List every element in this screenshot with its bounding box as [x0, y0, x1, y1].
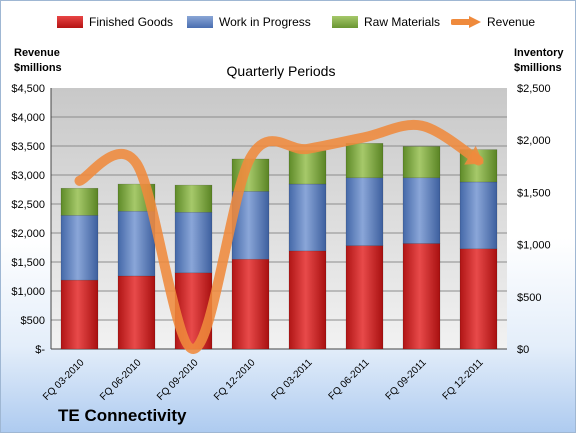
x-tick-label: FQ 12-2011: [441, 357, 486, 402]
left-tick-label: $1,000: [11, 286, 45, 298]
left-tick-label: $2,000: [11, 228, 45, 240]
right-tick-label: $500: [517, 292, 541, 304]
x-tick-label: FQ 12-2010: [212, 357, 258, 403]
legend-swatch-raw-materials: [332, 16, 358, 28]
bar-work-in-progress: [345, 177, 384, 246]
x-tick-label: FQ 09-2010: [155, 357, 201, 403]
x-tick-label: FQ 09-2011: [384, 357, 429, 402]
x-tick-label: FQ 03-2011: [270, 357, 315, 402]
right-tick-label: $0: [517, 344, 529, 356]
left-tick-label: $3,500: [11, 141, 45, 153]
bar-finished-goods: [288, 250, 327, 350]
right-axis-title-line-1: Inventory: [514, 47, 564, 59]
bar-raw-materials: [60, 187, 99, 216]
legend-swatch-revenue: [451, 16, 481, 28]
left-axis-title: Revenue $millions: [14, 46, 62, 76]
legend-label-work-in-progress: Work in Progress: [219, 15, 311, 29]
bar-finished-goods: [60, 279, 99, 350]
bar-work-in-progress: [459, 181, 498, 250]
bar-work-in-progress: [60, 215, 99, 281]
left-axis-title-line-1: Revenue: [14, 47, 60, 59]
bar-work-in-progress: [174, 211, 213, 274]
company-name: TE Connectivity: [58, 406, 187, 425]
bar-raw-materials: [174, 184, 213, 213]
legend-swatch-work-in-progress: [187, 16, 213, 28]
bar-finished-goods: [117, 275, 156, 350]
legend-raw-materials: Raw Materials: [332, 15, 440, 29]
bar-finished-goods: [459, 248, 498, 350]
legend-label-revenue: Revenue: [487, 15, 536, 29]
right-axis-title-line-2: $millions: [514, 62, 562, 74]
legend-finished-goods: Finished Goods: [57, 15, 173, 29]
left-axis-title-line-2: $millions: [14, 62, 62, 74]
left-tick-label: $4,500: [11, 83, 45, 95]
revenue-arrowhead: [464, 145, 484, 165]
left-tick-label: $4,000: [11, 112, 45, 124]
x-tick-label: FQ 03-2010: [41, 357, 87, 403]
legend-swatch-finished-goods: [57, 16, 83, 28]
right-tick-label: $2,500: [517, 83, 551, 95]
bar-finished-goods: [402, 243, 441, 350]
chart-title: Quarterly Periods: [226, 63, 336, 79]
revenue-line: [74, 119, 484, 354]
left-tick-label: $-: [35, 344, 45, 356]
right-tick-label: $2,000: [517, 135, 551, 147]
left-tick-label: $500: [21, 315, 45, 327]
right-tick-label: $1,500: [517, 187, 551, 199]
left-tick-label: $1,500: [11, 257, 45, 269]
bar-raw-materials: [345, 143, 384, 179]
x-tick-label: FQ 06-2010: [98, 357, 144, 403]
legend-label-raw-materials: Raw Materials: [364, 15, 441, 29]
right-axis-title: Inventory $millions: [514, 46, 564, 76]
legend-revenue: Revenue: [451, 15, 535, 29]
right-tick-label: $1,000: [517, 240, 551, 252]
bar-work-in-progress: [288, 183, 327, 252]
x-tick-label: FQ 06-2011: [327, 357, 372, 402]
left-tick-label: $3,000: [11, 170, 45, 182]
bar-work-in-progress: [117, 210, 156, 277]
left-tick-label: $2,500: [11, 199, 45, 211]
legend-label-finished-goods: Finished Goods: [89, 15, 174, 29]
bar-finished-goods: [231, 258, 270, 350]
bar-raw-materials: [402, 146, 441, 179]
bar-raw-materials: [288, 150, 327, 185]
bar-work-in-progress: [402, 177, 441, 244]
legend-work-in-progress: Work in Progress: [187, 15, 311, 29]
bar-finished-goods: [345, 245, 384, 350]
